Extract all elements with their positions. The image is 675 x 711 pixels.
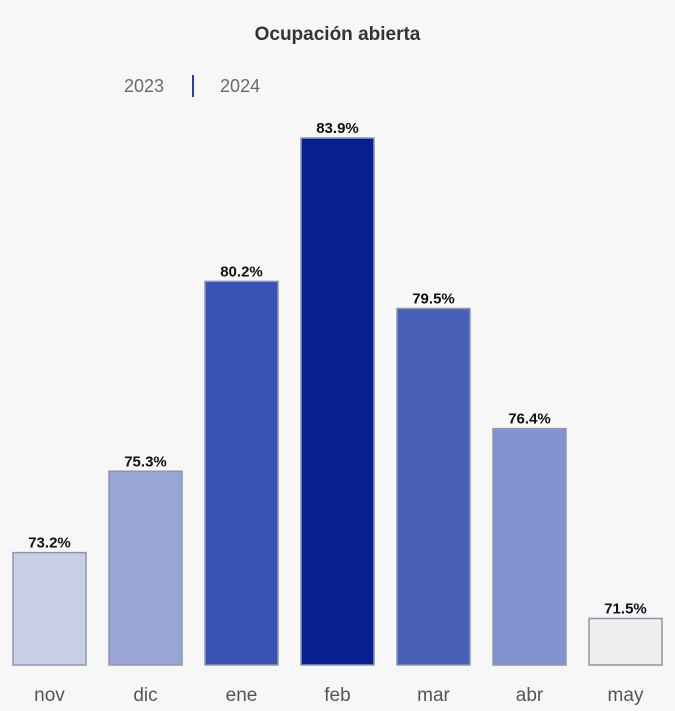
category-label-mar: mar bbox=[417, 685, 450, 706]
chart-legend: 2023 2024 bbox=[124, 74, 260, 98]
bar-abr[interactable] bbox=[492, 427, 567, 666]
value-label-feb: 83.9% bbox=[316, 120, 359, 137]
category-label-feb: feb bbox=[324, 685, 350, 706]
category-label-dic: dic bbox=[133, 685, 157, 706]
chart-title: Ocupación abierta bbox=[254, 24, 421, 45]
bar-may[interactable] bbox=[588, 617, 663, 666]
value-label-dic: 75.3% bbox=[124, 453, 167, 470]
legend-item-2023[interactable]: 2023 bbox=[124, 75, 165, 96]
value-label-abr: 76.4% bbox=[508, 411, 551, 428]
bar-ene[interactable] bbox=[204, 280, 279, 666]
category-label-abr: abr bbox=[516, 685, 544, 706]
legend-item-2024[interactable]: 2024 bbox=[220, 75, 261, 96]
bar-feb[interactable] bbox=[300, 137, 375, 666]
value-label-nov: 73.2% bbox=[28, 535, 71, 552]
category-label-ene: ene bbox=[226, 685, 258, 706]
bar-mar[interactable] bbox=[396, 307, 471, 666]
category-label-nov: nov bbox=[34, 685, 65, 706]
value-label-mar: 79.5% bbox=[412, 291, 455, 308]
value-label-ene: 80.2% bbox=[220, 263, 263, 280]
legend-separator bbox=[192, 75, 195, 97]
category-label-may: may bbox=[608, 685, 644, 706]
value-label-may: 71.5% bbox=[604, 601, 647, 618]
bar-nov[interactable] bbox=[12, 551, 87, 666]
bar-dic[interactable] bbox=[108, 470, 183, 666]
